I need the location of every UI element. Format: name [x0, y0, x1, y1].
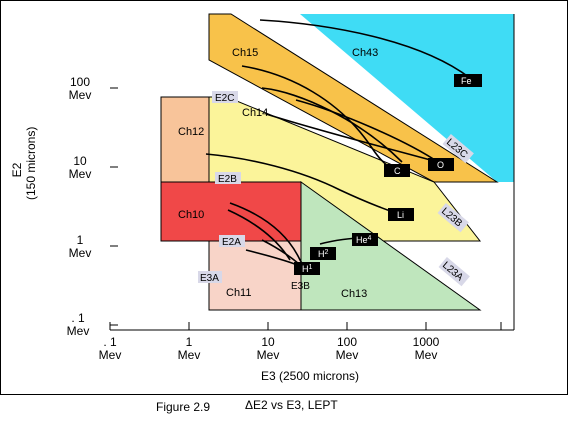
x-tick-1: 1 Mev [177, 335, 201, 362]
x-tick-0-1: . 1 Mev [98, 335, 122, 362]
particle-label-o: O [437, 160, 444, 170]
axes [109, 14, 515, 331]
x-tick-100: 100 Mev [335, 335, 359, 362]
region-ch12 [160, 96, 210, 183]
region-ch15 [208, 13, 499, 183]
particle-label-c: C [394, 166, 401, 176]
x-axis-title: E3 (2500 microns) [260, 369, 360, 383]
particle-label-li: Li [397, 210, 404, 220]
figure-title: ΔE2 vs E3, LEPT [245, 398, 338, 412]
particle-label-h2: H2 [318, 249, 329, 259]
y-axis-title: E2 (150 microns) [10, 126, 38, 200]
region-label-ch15: Ch15 [232, 47, 258, 59]
figure-number: Figure 2.9 [156, 400, 211, 414]
x-tick-1000: 1000 Mev [412, 335, 440, 362]
y-tick-10: 10 Mev [68, 154, 92, 181]
x-tick-10: 10 Mev [256, 335, 280, 362]
region-label-ch14: Ch14 [242, 107, 268, 119]
y-tick-100: 100 Mev [68, 75, 92, 102]
boundary-label-e3a: E3A [200, 273, 219, 284]
boundary-label-e2a: E2A [222, 237, 241, 248]
region-ch43 [231, 14, 514, 182]
region-label-ch43: Ch43 [352, 47, 378, 59]
region-label-ch11: Ch11 [226, 287, 251, 299]
y-tick-1: 1 Mev [68, 233, 92, 260]
boundary-label-e2b: E2B [218, 174, 237, 185]
region-label-ch12: Ch12 [178, 126, 204, 138]
boundary-label-e2c: E2C [215, 93, 234, 104]
particle-label-h1: H1 [302, 264, 313, 274]
region-label-ch10: Ch10 [178, 209, 204, 221]
region-label-ch13: Ch13 [341, 288, 367, 300]
y-tick-0-1: . 1 Mev [66, 311, 90, 338]
boundary-label-e3b: E3B [291, 281, 310, 292]
particle-label-he4: He4 [356, 235, 372, 245]
particle-label-fe: Fe [461, 76, 472, 86]
region-ch11 [208, 240, 302, 311]
